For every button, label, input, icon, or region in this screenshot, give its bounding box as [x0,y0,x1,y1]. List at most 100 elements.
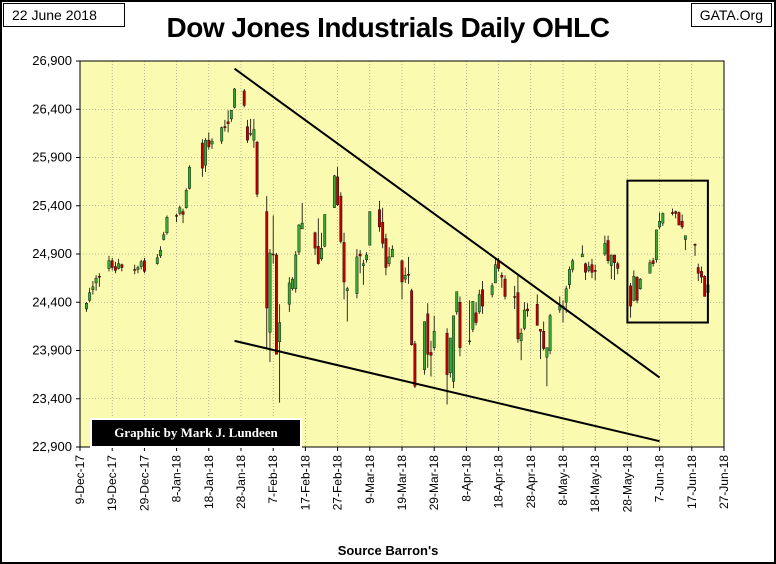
y-tick-label: 23,400 [32,391,72,406]
candle-body [571,260,575,270]
candle-body [255,141,259,195]
y-tick-label: 24,900 [32,246,72,261]
highlight-box [626,179,709,324]
candle-body [693,244,697,246]
chart-title: Dow Jones Industrials Daily OHLC [166,12,610,43]
candle-body [387,256,391,264]
date-label: 22 June 2018 [3,3,125,27]
candle-body [291,278,294,289]
candle-body [651,260,655,264]
candle-body [155,257,159,264]
candle-body [590,264,594,273]
candle-body [342,242,346,283]
candle-body [242,90,246,106]
candle-body [332,175,336,208]
x-tick-label: 28-May-18 [620,455,634,513]
candle-body [548,315,552,351]
candle-body [616,263,620,269]
candle-body [162,234,166,240]
candle-body [207,139,211,148]
candle-body [493,264,497,284]
x-tick-label: 9-Mar-18 [363,455,377,504]
candle-body [468,340,472,343]
candle-body [413,343,417,387]
candle-body [680,220,684,228]
candle-body [513,296,517,298]
candle-body [613,254,616,263]
candle-body [226,121,230,124]
candle-body [477,294,481,313]
candle-body [503,278,507,297]
candle-body [632,275,636,301]
candle-body [629,285,633,307]
candle-body [175,215,178,217]
candle-body [339,195,343,242]
candle-body [606,240,610,261]
candle-body [635,276,639,301]
candle-body [526,308,529,312]
candle-body [287,282,291,305]
candle-body [455,291,459,313]
x-tick-label: 8-Jan-18 [170,455,184,503]
x-tick-label: 19-Dec-17 [105,455,119,511]
x-tick-label: 17-Feb-18 [298,455,312,511]
candle-body [233,88,236,108]
candle-body [355,256,359,294]
candle-body [365,254,368,260]
candle-body [88,292,92,301]
candle-body [568,269,571,286]
candle-body [542,331,546,349]
candle-body [378,209,381,228]
candle-body [223,126,227,128]
candle-body [252,129,256,141]
candle-body [609,254,613,266]
candle-body [184,190,188,208]
candle-body [297,224,301,253]
candle-body [426,313,430,355]
y-tick-label: 24,400 [32,294,72,309]
candle-body [564,288,568,303]
x-tick-label: 8-Apr-18 [459,455,473,502]
candle-body [181,211,185,215]
x-tick-label: 17-Jun-18 [685,455,699,509]
candle-body [474,312,478,323]
candle-body [133,269,137,271]
candle-body [683,235,687,240]
candle-body [593,270,597,272]
candle-body [700,271,703,278]
candle-body [300,222,304,230]
candle-body [268,252,272,333]
candle-body [696,267,700,274]
x-tick-label: 18-May-18 [588,455,602,513]
candle-body [249,133,253,135]
candle-body [97,275,101,278]
candle-body [448,337,452,373]
candle-body [381,221,385,244]
candle-body [403,275,407,280]
candle-body [271,253,275,256]
candle-body [658,220,662,228]
candle-body [117,263,121,269]
candle-body [587,266,591,271]
x-tick-label: 29-Dec-17 [137,455,151,511]
candle-body [165,217,169,233]
y-tick-label: 26,900 [32,53,72,68]
candle-body [648,262,652,274]
candle-body [368,211,372,246]
x-tick-label: 7-Feb-18 [266,455,280,504]
candle-body [677,212,681,226]
x-axis-label: Source Barron's [337,543,439,558]
candle-body [139,261,143,267]
candle-body [490,285,494,295]
candle-body [458,302,462,348]
candle-body [584,263,587,273]
candle-body [445,332,449,375]
candle-body [703,275,707,297]
x-tick-label: 28-Jan-18 [234,455,248,509]
candle-body [423,321,426,370]
candle-body [481,289,484,307]
candle-body [400,260,404,283]
candle-body [410,290,414,345]
candle-body [390,248,394,258]
